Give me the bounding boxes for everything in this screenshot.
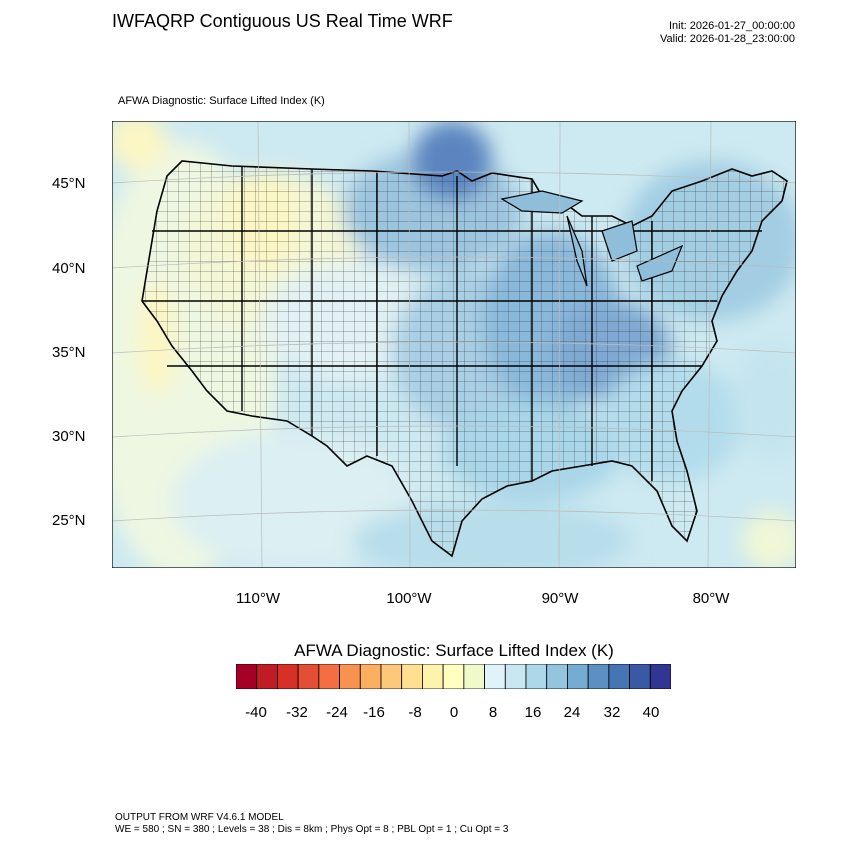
colorbar-swatch bbox=[525, 664, 548, 689]
colorbar-label: 16 bbox=[524, 704, 542, 721]
colorbar bbox=[236, 664, 671, 689]
colorbar-label: -16 bbox=[363, 704, 385, 721]
colorbar-label: 40 bbox=[642, 704, 660, 721]
model-info: OUTPUT FROM WRF V4.6.1 MODEL bbox=[115, 812, 284, 823]
colorbar-swatch bbox=[649, 664, 671, 689]
lon-label: 90°W bbox=[541, 590, 579, 607]
lat-label: 25°N bbox=[52, 512, 86, 529]
lon-label: 80°W bbox=[692, 590, 730, 607]
colorbar-swatch bbox=[567, 664, 589, 689]
colorbar-swatch bbox=[608, 664, 630, 689]
colorbar-label: 8 bbox=[488, 704, 498, 721]
colorbar-swatch bbox=[442, 664, 465, 689]
colorbar-title: AFWA Diagnostic: Surface Lifted Index (K… bbox=[294, 641, 614, 660]
colorbar-swatch bbox=[504, 664, 527, 689]
lon-label: 110°W bbox=[235, 590, 281, 607]
model-config: WE = 580 ; SN = 380 ; Levels = 38 ; Dis … bbox=[115, 824, 509, 835]
colorbar-label: -32 bbox=[286, 704, 308, 721]
colorbar-swatch bbox=[380, 664, 403, 689]
colorbar-label: -24 bbox=[326, 704, 348, 721]
colorbar-swatch bbox=[422, 664, 444, 689]
colorbar-swatch bbox=[256, 664, 278, 689]
page-title: IWFAQRP Contiguous US Real Time WRF bbox=[112, 11, 453, 31]
great-lakes bbox=[500, 190, 684, 287]
colorbar-label: -40 bbox=[245, 704, 267, 721]
colorbar-swatch bbox=[359, 664, 382, 689]
lon-label: 100°W bbox=[386, 590, 432, 607]
map-subtitle: AFWA Diagnostic: Surface Lifted Index (K… bbox=[118, 95, 325, 107]
colorbar-swatch bbox=[401, 664, 423, 689]
lat-label: 35°N bbox=[52, 344, 86, 361]
colorbar-label: 32 bbox=[603, 704, 621, 721]
colorbar-swatch bbox=[546, 664, 568, 689]
graticule bbox=[112, 121, 796, 568]
colorbar-swatch bbox=[339, 664, 361, 689]
colorbar-label: 24 bbox=[563, 704, 581, 721]
colorbar-label: 0 bbox=[449, 704, 459, 721]
colorbar-swatch bbox=[236, 664, 258, 689]
colorbar-swatch bbox=[297, 664, 320, 689]
lat-label: 40°N bbox=[52, 260, 86, 277]
colorbar-swatch bbox=[629, 664, 651, 689]
colorbar-swatch bbox=[484, 664, 506, 689]
lifted-index-map bbox=[112, 121, 796, 568]
lat-label: 45°N bbox=[52, 175, 86, 192]
colorbar-swatch bbox=[587, 664, 610, 689]
colorbar-swatch bbox=[277, 664, 299, 689]
state-boundaries bbox=[142, 166, 762, 481]
valid-time: Valid: 2026-01-28_23:00:00 bbox=[660, 33, 795, 45]
lat-label: 30°N bbox=[52, 428, 86, 445]
init-time: Init: 2026-01-27_00:00:00 bbox=[669, 20, 795, 32]
colorbar-swatch bbox=[463, 664, 485, 689]
colorbar-label: -8 bbox=[408, 704, 422, 721]
colorbar-swatch bbox=[318, 664, 340, 689]
